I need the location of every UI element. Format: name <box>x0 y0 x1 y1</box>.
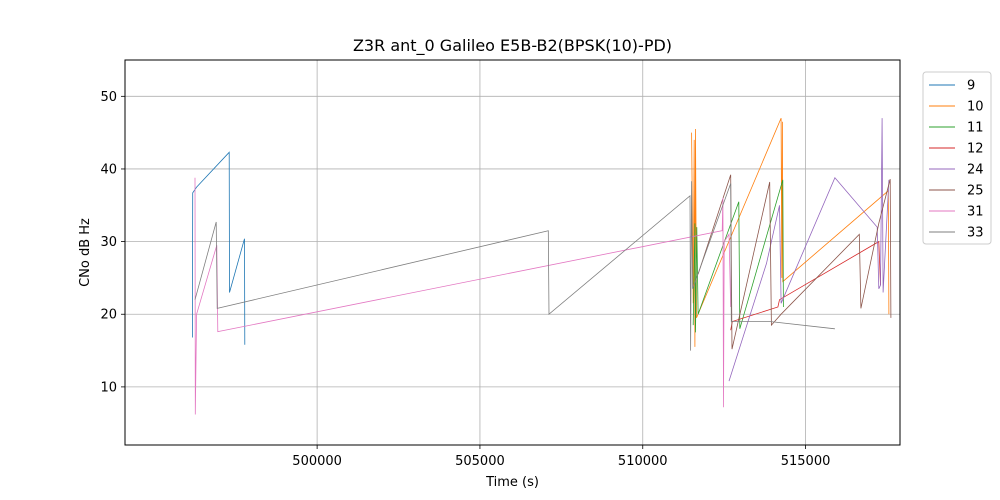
series-line-33 <box>194 181 835 351</box>
legend-label-24: 24 <box>967 163 984 178</box>
legend-label-11: 11 <box>967 121 984 136</box>
legend-label-10: 10 <box>967 100 984 115</box>
x-axis-label: Time (s) <box>485 475 539 490</box>
chart-title: Z3R ant_0 Galileo E5B-B2(BPSK(10)-PD) <box>353 36 672 56</box>
x-tick-label: 500000 <box>292 454 342 469</box>
legend: 9 10 11 12 24 25 31 33 <box>922 71 992 245</box>
series-line-24 <box>728 118 890 382</box>
legend-label-25: 25 <box>967 184 984 199</box>
legend-label-33: 33 <box>967 226 984 241</box>
legend-label-12: 12 <box>967 142 984 157</box>
series-layer <box>191 117 892 415</box>
series-line-9 <box>191 151 246 345</box>
y-axis-label: CNo dB Hz <box>78 218 93 287</box>
x-tick-label: 505000 <box>455 454 505 469</box>
y-tick-label: 40 <box>100 162 117 177</box>
y-tick-label: 30 <box>100 235 117 250</box>
grid-layer <box>125 60 900 445</box>
x-tick-label: 510000 <box>618 454 668 469</box>
legend-label-9: 9 <box>967 79 975 94</box>
y-tick-label: 10 <box>100 380 117 395</box>
tick-layer: 500000 505000 510000 515000 10 20 30 40 50 <box>100 90 830 469</box>
plot-frame <box>124 59 901 446</box>
series-line-11 <box>692 179 784 333</box>
legend-label-31: 31 <box>967 205 984 220</box>
x-tick-label: 515000 <box>781 454 831 469</box>
y-tick-label: 50 <box>100 90 117 105</box>
y-tick-label: 20 <box>100 308 117 323</box>
series-line-31 <box>194 177 732 415</box>
legend-box <box>922 71 992 245</box>
